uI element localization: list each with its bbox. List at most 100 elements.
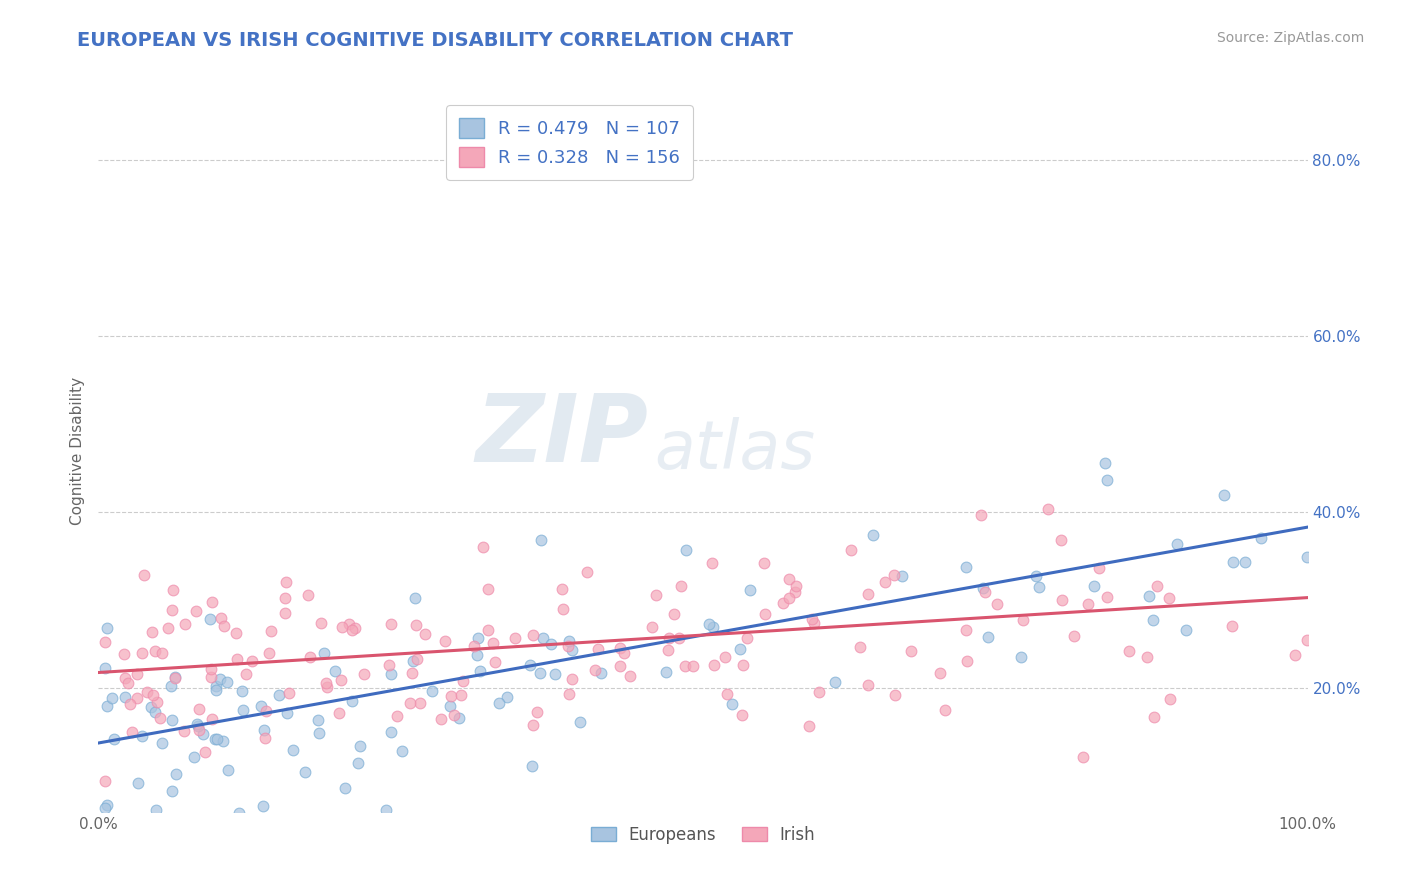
- Point: [205, 682, 228, 697]
- Point: [96, 797, 118, 812]
- Point: [735, 631, 758, 645]
- Point: [1097, 473, 1119, 487]
- Point: [716, 687, 738, 701]
- Point: [294, 765, 316, 780]
- Point: [274, 606, 297, 620]
- Point: [156, 621, 179, 635]
- Point: [385, 709, 408, 723]
- Point: [533, 631, 555, 645]
- Point: [307, 713, 329, 727]
- Point: [731, 658, 754, 673]
- Point: [312, 646, 335, 660]
- Point: [1166, 537, 1188, 551]
- Point: [655, 665, 678, 680]
- Point: [141, 624, 163, 639]
- Point: [267, 688, 290, 702]
- Point: [274, 591, 297, 606]
- Point: [496, 690, 519, 704]
- Point: [1157, 591, 1180, 606]
- Point: [201, 595, 224, 609]
- Point: [609, 640, 631, 655]
- Point: [94, 635, 117, 649]
- Point: [619, 669, 641, 683]
- Point: [560, 673, 582, 687]
- Point: [972, 581, 994, 595]
- Point: [209, 611, 232, 625]
- Point: [440, 690, 463, 704]
- Point: [413, 626, 436, 640]
- Point: [468, 664, 491, 678]
- Point: [201, 712, 224, 726]
- Point: [377, 658, 399, 673]
- Point: [232, 703, 254, 717]
- Point: [117, 676, 139, 690]
- Point: [406, 652, 429, 666]
- Point: [162, 784, 184, 798]
- Point: [1095, 590, 1118, 604]
- Point: [120, 697, 142, 711]
- Point: [433, 633, 456, 648]
- Point: [1159, 692, 1181, 706]
- Point: [450, 688, 472, 702]
- Point: [778, 591, 800, 605]
- Point: [1250, 531, 1272, 545]
- Point: [257, 646, 280, 660]
- Point: [986, 597, 1008, 611]
- Point: [187, 719, 209, 733]
- Legend: Europeans, Irish: Europeans, Irish: [583, 819, 823, 850]
- Point: [575, 566, 598, 580]
- Point: [1087, 561, 1109, 575]
- Point: [641, 619, 664, 633]
- Point: [112, 647, 135, 661]
- Point: [530, 533, 553, 547]
- Point: [803, 615, 825, 630]
- Point: [409, 696, 432, 710]
- Point: [934, 703, 956, 717]
- Point: [697, 617, 720, 632]
- Point: [96, 698, 118, 713]
- Point: [194, 745, 217, 759]
- Point: [380, 667, 402, 681]
- Point: [613, 646, 636, 660]
- Point: [103, 731, 125, 746]
- Point: [276, 706, 298, 720]
- Point: [430, 712, 453, 726]
- Point: [131, 646, 153, 660]
- Point: [309, 616, 332, 631]
- Point: [139, 700, 162, 714]
- Point: [558, 688, 581, 702]
- Point: [114, 690, 136, 705]
- Point: [503, 632, 526, 646]
- Point: [862, 528, 884, 542]
- Point: [700, 556, 723, 570]
- Point: [1118, 644, 1140, 658]
- Point: [329, 673, 352, 687]
- Point: [160, 679, 183, 693]
- Point: [673, 658, 696, 673]
- Point: [260, 624, 283, 639]
- Point: [714, 649, 737, 664]
- Point: [253, 723, 276, 738]
- Point: [973, 585, 995, 599]
- Point: [165, 670, 187, 684]
- Point: [150, 647, 173, 661]
- Point: [702, 620, 724, 634]
- Point: [1296, 632, 1319, 647]
- Point: [145, 803, 167, 817]
- Point: [136, 685, 159, 699]
- Point: [1011, 613, 1033, 627]
- Point: [134, 567, 156, 582]
- Point: [165, 766, 187, 780]
- Point: [121, 724, 143, 739]
- Point: [145, 695, 167, 709]
- Point: [323, 664, 346, 678]
- Point: [557, 639, 579, 653]
- Point: [977, 631, 1000, 645]
- Point: [772, 596, 794, 610]
- Point: [970, 508, 993, 522]
- Point: [253, 731, 276, 745]
- Point: [342, 693, 364, 707]
- Point: [94, 774, 117, 789]
- Point: [740, 583, 762, 598]
- Point: [1136, 650, 1159, 665]
